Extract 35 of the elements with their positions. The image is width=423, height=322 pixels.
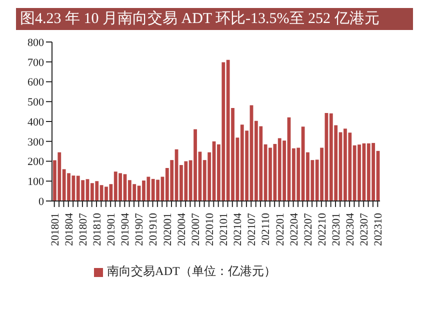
x-tick-label: 201907 bbox=[134, 212, 146, 246]
x-tick-label: 201804 bbox=[63, 212, 76, 246]
chart-title: 图4.23 年 10 月南向交易 ADT 环比-13.5%至 252 亿港元 bbox=[16, 8, 413, 30]
x-tick-label: 202101 bbox=[218, 213, 230, 246]
x-tick-label: 202304 bbox=[344, 212, 357, 246]
x-tick-label: 202307 bbox=[358, 212, 371, 246]
x-tick-label: 202010 bbox=[204, 212, 216, 246]
y-tick-label: 600 bbox=[28, 76, 44, 89]
x-tick-label: 202110 bbox=[260, 212, 272, 246]
x-tick-label: 201810 bbox=[92, 212, 104, 246]
legend-label: 南向交易ADT（单位：亿港元） bbox=[107, 264, 276, 278]
y-tick-label: 300 bbox=[28, 136, 44, 148]
x-tick-label: 201910 bbox=[148, 212, 160, 246]
x-tick-label: 201801 bbox=[49, 213, 62, 246]
y-tick-label: 800 bbox=[28, 36, 44, 49]
x-tick-label: 202310 bbox=[372, 212, 385, 246]
x-tick-label: 202001 bbox=[162, 213, 174, 246]
y-tick-label: 100 bbox=[28, 176, 44, 188]
x-tick-label: 202207 bbox=[302, 212, 314, 246]
y-tick-label: 500 bbox=[28, 96, 44, 109]
x-tick-label: 202204 bbox=[288, 212, 300, 246]
y-tick-label: 400 bbox=[28, 116, 44, 128]
y-tick-label: 700 bbox=[28, 56, 44, 69]
x-tick-label: 202007 bbox=[190, 212, 202, 246]
x-tick-label: 201904 bbox=[120, 212, 132, 246]
x-tick-label: 201807 bbox=[77, 212, 90, 246]
x-tick-label: 202301 bbox=[330, 213, 342, 246]
x-tick-label: 202107 bbox=[246, 212, 258, 246]
y-tick-label: 0 bbox=[38, 196, 44, 208]
x-tick-label: 201901 bbox=[106, 213, 118, 246]
x-tick-label: 202201 bbox=[274, 213, 286, 246]
x-tick-label: 202210 bbox=[316, 212, 328, 246]
x-tick-label: 202104 bbox=[232, 212, 244, 246]
y-tick-label: 200 bbox=[28, 156, 44, 168]
x-tick-label: 202004 bbox=[176, 212, 188, 246]
